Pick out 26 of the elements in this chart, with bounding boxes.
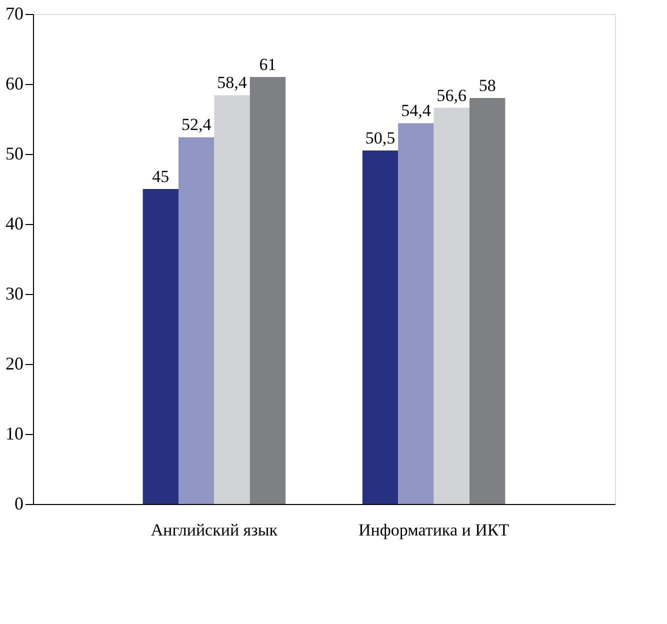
y-tick-label: 20 (6, 354, 24, 374)
data-label: 45 (152, 167, 170, 186)
y-tick-label: 10 (6, 424, 24, 444)
y-tick-label: 30 (6, 284, 24, 304)
data-label: 58 (478, 76, 496, 95)
y-tick-label: 40 (6, 214, 24, 234)
data-label: 54,4 (401, 101, 432, 120)
y-tick-label: 70 (6, 4, 24, 24)
bar (142, 189, 178, 504)
bar (214, 95, 250, 504)
bar (178, 137, 214, 504)
bar (470, 98, 506, 504)
data-label: 50,5 (365, 128, 396, 148)
data-label: 56,6 (436, 86, 467, 105)
bar (434, 108, 470, 504)
data-label: 58,4 (217, 73, 248, 92)
x-tick-label: Английский язык (150, 520, 278, 540)
bar (250, 77, 286, 504)
y-tick-label: 0 (14, 494, 24, 514)
x-tick-label: Информатика и ИКТ (358, 520, 510, 540)
bar (362, 150, 398, 504)
bar (398, 123, 434, 504)
data-label: 52,4 (181, 115, 212, 134)
y-tick-label: 50 (6, 144, 24, 164)
y-tick-label: 60 (6, 74, 24, 94)
data-label: 61 (259, 55, 276, 74)
